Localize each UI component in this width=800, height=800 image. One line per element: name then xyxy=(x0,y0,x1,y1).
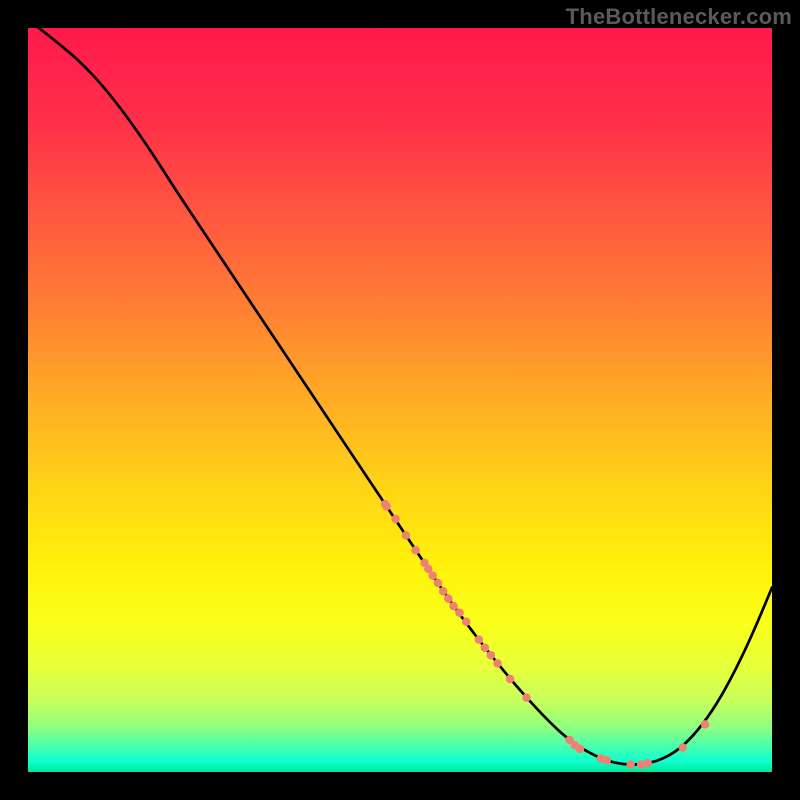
data-marker xyxy=(444,594,453,603)
data-marker xyxy=(506,675,515,684)
chart-svg xyxy=(0,0,800,800)
data-marker xyxy=(487,651,496,660)
data-marker xyxy=(434,579,443,588)
data-marker xyxy=(449,602,458,611)
data-marker xyxy=(603,756,612,765)
chart-container: TheBottlenecker.com xyxy=(0,0,800,800)
data-marker xyxy=(411,546,420,555)
data-marker xyxy=(522,693,531,702)
data-marker xyxy=(402,531,411,540)
data-marker xyxy=(439,587,448,596)
data-marker xyxy=(428,571,437,580)
data-marker xyxy=(391,515,400,524)
data-marker xyxy=(455,609,464,618)
plot-background xyxy=(28,28,772,772)
data-marker xyxy=(678,743,687,752)
data-marker xyxy=(493,659,502,668)
data-marker xyxy=(481,644,490,653)
data-marker xyxy=(475,635,484,644)
data-marker xyxy=(462,617,471,626)
data-marker xyxy=(576,745,585,754)
watermark: TheBottlenecker.com xyxy=(566,4,792,30)
data-marker xyxy=(382,502,391,511)
data-marker xyxy=(644,759,653,768)
data-marker xyxy=(626,760,635,769)
data-marker xyxy=(701,720,710,729)
